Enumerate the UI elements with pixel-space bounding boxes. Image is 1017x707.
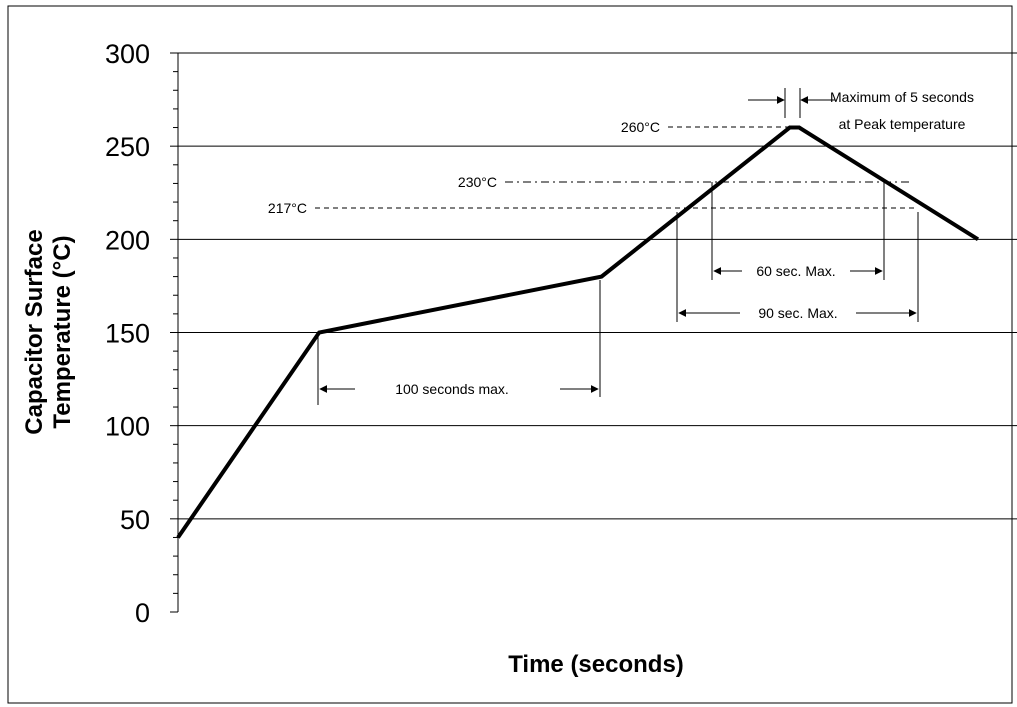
y-axis (170, 52, 179, 613)
y-axis-title-line1: Capacitor Surface (21, 229, 48, 434)
above230-label: 60 sec. Max. (756, 263, 835, 279)
y-axis-title: Capacitor Surface Temperature (°C) (21, 229, 76, 434)
y-axis-title-line2: Temperature (°C) (49, 235, 76, 428)
y-tick-label-200: 200 (105, 225, 150, 255)
preheat-label: 100 seconds max. (395, 381, 509, 397)
above217-label: 90 sec. Max. (758, 305, 837, 321)
y-tick-label-50: 50 (120, 505, 150, 535)
x-axis-title: Time (seconds) (508, 651, 684, 678)
chart-frame (7, 5, 1013, 704)
y-tick-label-0: 0 (135, 598, 150, 628)
series-line-0 (176, 125, 980, 539)
y-tick-label-300: 300 (105, 39, 150, 69)
peak-260-label: 260°C (621, 119, 660, 135)
series-group (176, 125, 980, 539)
peak-note-line1: Maximum of 5 seconds (830, 89, 974, 105)
level-230-label: 230°C (458, 174, 497, 190)
y-tick-labels: 0 50 100 150 200 250 300 (105, 39, 150, 628)
annotations: 260°C 230°C 217°C Maximum of 5 seconds a… (268, 88, 974, 405)
y-tick-label-100: 100 (105, 412, 150, 442)
peak-note-line2: at Peak temperature (839, 116, 966, 132)
y-tick-label-150: 150 (105, 319, 150, 349)
level-217-label: 217°C (268, 200, 307, 216)
y-tick-label-250: 250 (105, 132, 150, 162)
